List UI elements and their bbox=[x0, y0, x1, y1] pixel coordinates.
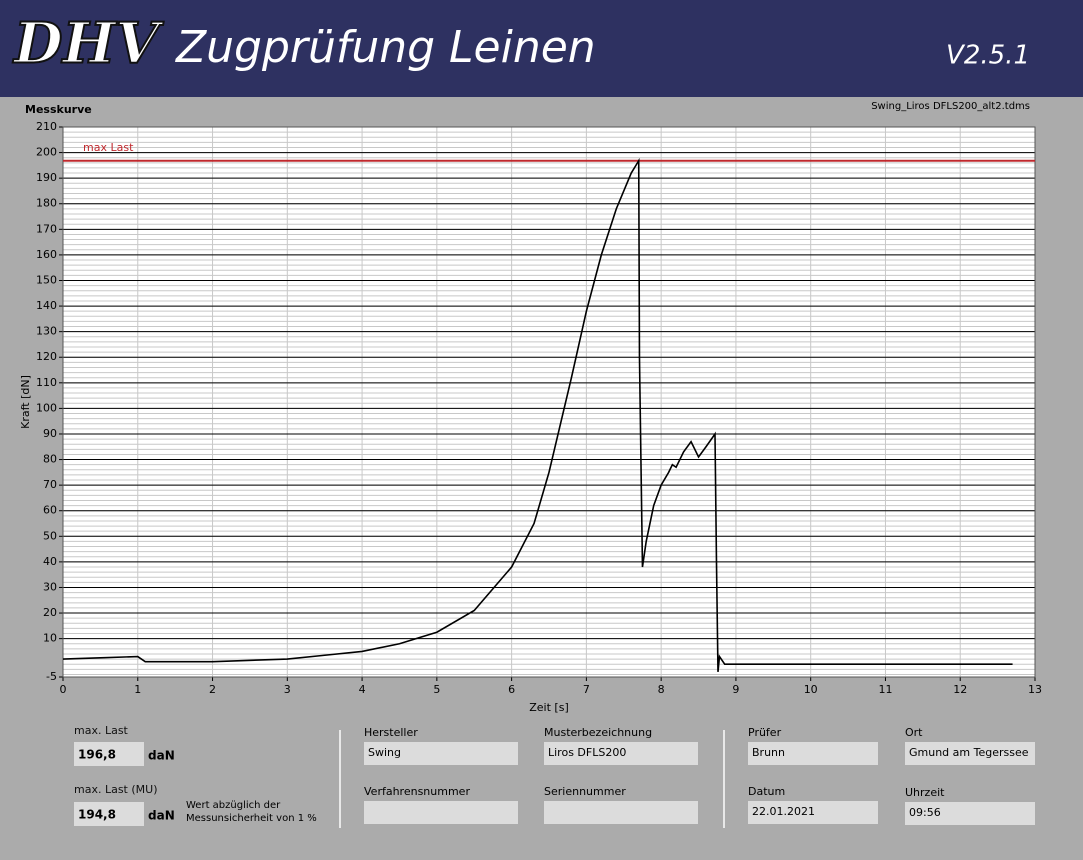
field-label: Hersteller bbox=[364, 726, 418, 739]
x-tick-label: 7 bbox=[583, 683, 590, 696]
x-tick-label: 9 bbox=[732, 683, 739, 696]
y-axis-label: Kraft [dN] bbox=[19, 375, 32, 429]
field-box bbox=[905, 742, 1035, 765]
y-tick-label: 10 bbox=[43, 632, 57, 645]
field-label: Musterbezeichnung bbox=[544, 726, 652, 739]
field-box bbox=[905, 802, 1035, 825]
chart-title: Messkurve bbox=[25, 103, 92, 116]
y-tick-label: 180 bbox=[36, 197, 57, 210]
app-title: Zugprüfung Leinen bbox=[175, 22, 596, 73]
field-box bbox=[364, 742, 518, 765]
plot-border bbox=[62, 126, 1036, 678]
y-tick-label: 130 bbox=[36, 325, 57, 338]
y-tick-label: 80 bbox=[43, 453, 57, 466]
x-tick-label: 1 bbox=[134, 683, 141, 696]
x-tick-label: 2 bbox=[209, 683, 216, 696]
field-label: Datum bbox=[748, 785, 785, 798]
x-tick-label: 8 bbox=[658, 683, 665, 696]
y-tick-label: 40 bbox=[43, 555, 57, 568]
x-tick-label: 6 bbox=[508, 683, 515, 696]
result-unit: daN bbox=[148, 809, 175, 823]
y-tick-label: 20 bbox=[43, 606, 57, 619]
y-tick-label: 50 bbox=[43, 529, 57, 542]
field-value: Swing bbox=[368, 746, 401, 759]
x-tick-label: 0 bbox=[60, 683, 67, 696]
result-value: 196,8 bbox=[78, 748, 116, 762]
header-bar bbox=[0, 0, 1083, 97]
y-tick-label: 90 bbox=[43, 427, 57, 440]
y-tick-label: 70 bbox=[43, 478, 57, 491]
y-tick-label: 200 bbox=[36, 146, 57, 159]
result-box bbox=[74, 802, 144, 826]
field-label: Uhrzeit bbox=[905, 786, 945, 799]
logo: DHV bbox=[12, 11, 164, 77]
y-tick-label: 120 bbox=[36, 350, 57, 363]
field-value: Brunn bbox=[752, 746, 785, 759]
field-box bbox=[748, 742, 878, 765]
result-note: Wert abzüglich der bbox=[186, 800, 281, 811]
y-tick-label: 140 bbox=[36, 299, 57, 312]
y-tick-label: 190 bbox=[36, 171, 57, 184]
result-label: max. Last bbox=[74, 724, 129, 737]
field-label: Ort bbox=[905, 726, 923, 739]
x-tick-label: 10 bbox=[804, 683, 818, 696]
field-value: Liros DFLS200 bbox=[548, 746, 626, 759]
y-tick-label: 60 bbox=[43, 504, 57, 517]
result-label: max. Last (MU) bbox=[74, 783, 158, 796]
result-value: 194,8 bbox=[78, 808, 116, 822]
y-tick-label: 110 bbox=[36, 376, 57, 389]
result-unit: daN bbox=[148, 749, 175, 763]
field-label: Seriennummer bbox=[544, 785, 626, 798]
force-curve bbox=[62, 157, 1013, 672]
x-axis-label: Zeit [s] bbox=[529, 701, 568, 714]
field-box bbox=[544, 801, 698, 824]
field-value: 22.01.2021 bbox=[752, 805, 815, 818]
y-tick-label: 100 bbox=[36, 401, 57, 414]
x-tick-label: 13 bbox=[1028, 683, 1042, 696]
y-tick-label: 30 bbox=[43, 580, 57, 593]
plot-area bbox=[63, 127, 1035, 677]
result-note: Messunsicherheit von 1 % bbox=[186, 813, 317, 824]
x-tick-label: 5 bbox=[433, 683, 440, 696]
field-box bbox=[748, 801, 878, 824]
field-label: Verfahrensnummer bbox=[364, 785, 470, 798]
max-load-label: max Last bbox=[83, 141, 134, 154]
field-value: Gmund am Tegerssee bbox=[909, 746, 1029, 759]
field-box bbox=[364, 801, 518, 824]
file-name: Swing_Liros DFLS200_alt2.tdms bbox=[871, 101, 1030, 112]
y-tick-label: 160 bbox=[36, 248, 57, 261]
x-tick-label: 4 bbox=[359, 683, 366, 696]
x-tick-label: 3 bbox=[284, 683, 291, 696]
x-tick-label: 12 bbox=[953, 683, 967, 696]
y-tick-label: 150 bbox=[36, 273, 57, 286]
y-tick-label: 170 bbox=[36, 222, 57, 235]
y-tick-label: 210 bbox=[36, 120, 57, 133]
field-value: 09:56 bbox=[909, 806, 941, 819]
result-box bbox=[74, 742, 144, 766]
field-box bbox=[544, 742, 698, 765]
y-tick-label: -5 bbox=[46, 670, 57, 683]
field-label: Prüfer bbox=[748, 726, 782, 739]
x-tick-label: 11 bbox=[878, 683, 892, 696]
version: V2.5.1 bbox=[946, 41, 1030, 71]
